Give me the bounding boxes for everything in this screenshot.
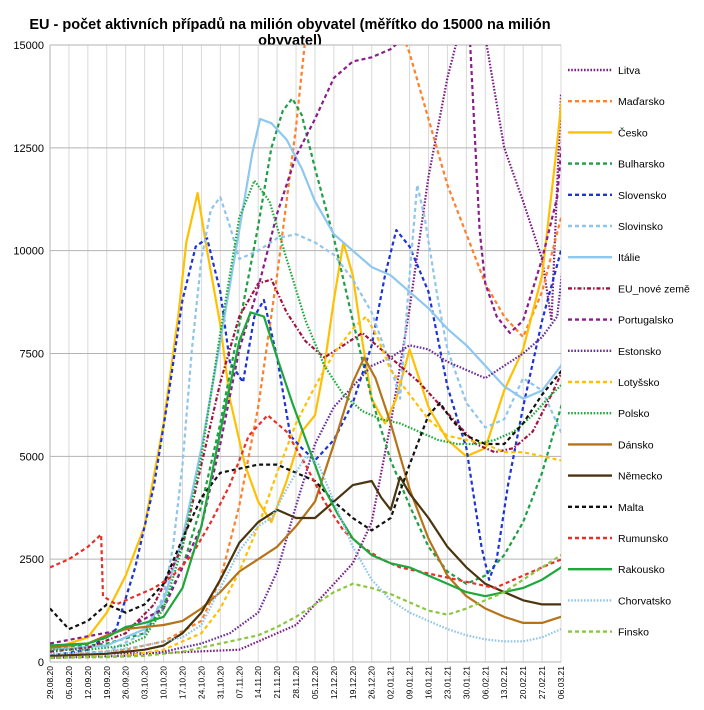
legend-label: Polsko [618,408,650,420]
series-line-dansko [50,356,561,649]
x-tick-label: 31.10.20 [215,666,225,699]
y-tick-label: 2500 [20,554,44,566]
legend-label: Malta [618,502,644,514]
x-tick-label: 27.02.21 [537,666,547,699]
x-tick-label: 24.10.20 [196,666,206,699]
x-tick-label: 29.08.20 [45,666,55,699]
legend-label: Slovinsko [618,221,663,233]
x-tick-label: 03.10.20 [140,666,150,699]
legend-label: Slovensko [618,190,667,202]
series-line-finsko [50,553,561,659]
legend-label: Německo [618,471,663,483]
legend-label: Bulharsko [618,159,665,171]
x-tick-label: 16.01.21 [424,666,434,699]
series-line-chorvatsko [50,455,561,655]
y-tick-label: 15000 [13,40,44,52]
x-tick-label: 30.01.21 [461,666,471,699]
legend-label: Maďarsko [618,96,665,108]
x-tick-label: 06.02.21 [480,666,490,699]
y-tick-label: 5000 [20,451,44,463]
x-tick-label: 12.12.20 [329,666,339,699]
x-tick-label: 09.01.21 [405,666,415,699]
legend-label: Estonsko [618,346,661,358]
legend-label: Lotyšsko [618,377,660,389]
plot-area: 0 2500 5000 7500 10000 12500 15000 29.08.20 05.0… [13,40,566,699]
series-group [50,45,561,659]
y-tick-label: 12500 [13,143,44,155]
series-line-lotyssko [50,315,561,659]
x-tick-label: 05.09.20 [64,666,74,699]
series-line-rumunsko [50,414,561,606]
series-line-rakousko [50,311,561,647]
series-line-slovensko [50,229,561,657]
x-tick-label: 19.09.20 [102,666,112,699]
x-tick-label: 10.10.20 [159,666,169,699]
legend-label: Dánsko [618,439,654,451]
series-line-bulharsko [50,97,561,651]
legend-label: Rumunsko [618,533,668,545]
legend-label: Itálie [618,252,640,264]
series-line-portugalsko [50,45,561,645]
x-tick-label: 19.12.20 [348,666,358,699]
x-tick-label: 05.12.20 [310,666,320,699]
legend-label: Chorvatsko [618,595,671,607]
x-tick-label: 17.10.20 [177,666,187,699]
x-tick-label: 07.11.20 [234,666,244,699]
series-line-estonsko [50,271,561,659]
x-tick-label: 26.09.20 [121,666,131,699]
y-tick-label: 0 [38,657,44,669]
y-tick-label: 7500 [20,349,44,361]
x-tick-label: 02.01.21 [386,666,396,699]
legend-label: Portugalsko [618,315,674,327]
series-line-polsko [50,179,561,651]
legend-label: Rakousko [618,564,665,576]
legend-label: EU_nové země [618,283,690,295]
x-tick-label: 13.02.21 [499,666,509,699]
x-tick-label: 12.09.20 [83,666,93,699]
series-line-italie [50,117,561,651]
x-tick-label: 26.12.20 [367,666,377,699]
y-tick-label: 10000 [13,246,44,258]
chart-title-line-1: EU - počet aktivních případů na milión o… [29,17,550,33]
legend-label: Finsko [618,627,649,639]
x-tick-label: 14.11.20 [253,666,263,699]
series-line-litva [50,45,561,655]
x-tick-label: 21.11.20 [272,666,282,699]
legend-label: Česko [618,126,648,139]
legend-label: Litva [618,65,640,77]
x-tick-label: 23.01.21 [442,666,452,699]
x-tick-label: 06.03.21 [556,666,566,699]
x-tick-label: 28.11.20 [291,666,301,699]
series-line-slovinsko [50,183,561,659]
legend: Litva Maďarsko Česko Bulharsko Slovensko Slov… [568,65,690,639]
x-tick-label: 20.02.21 [518,666,528,699]
